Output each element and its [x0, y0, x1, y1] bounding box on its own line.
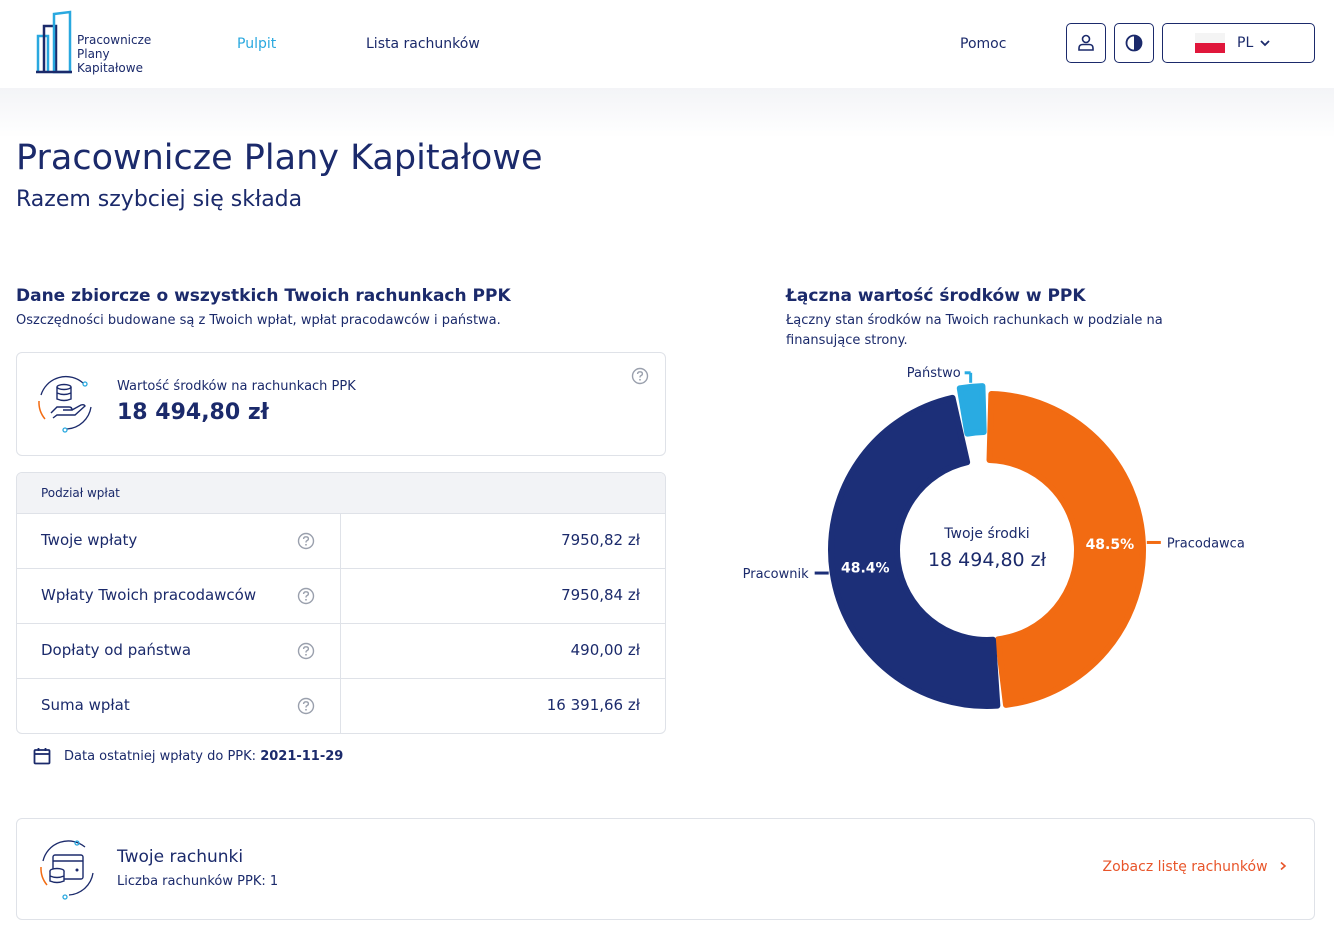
row-name: Suma wpłat	[41, 696, 130, 714]
top-bar: Pracownicze Plany Kapitałowe Pulpit List…	[0, 0, 1334, 88]
column-divider	[340, 514, 341, 568]
calendar-icon	[33, 748, 51, 765]
donut-slice-pracownik[interactable]	[828, 394, 1001, 709]
language-select[interactable]: PL	[1162, 23, 1315, 63]
column-divider	[340, 679, 341, 733]
table-row: Wpłaty Twoich pracodawców 7950,84 zł	[17, 569, 665, 624]
logo-line: Pracownicze	[77, 33, 152, 47]
chevron-down-icon	[1260, 40, 1270, 47]
row-name: Wpłaty Twoich pracodawców	[41, 586, 257, 604]
ppk-logo-icon[interactable]	[34, 10, 164, 76]
last-payment-date: 2021-11-29	[260, 748, 344, 764]
contrast-icon	[1125, 34, 1143, 52]
row-name: Twoje wpłaty	[41, 531, 138, 549]
chevron-right-icon	[1280, 861, 1287, 871]
chart-heading: Łączna wartość środków w PPK	[786, 286, 1086, 306]
nav-help[interactable]: Pomoc	[960, 36, 1007, 52]
nav-lista-rachunkow[interactable]: Lista rachunków	[366, 36, 480, 52]
profile-button[interactable]	[1066, 23, 1106, 63]
slice-name-label: Pracownik	[743, 567, 810, 582]
donut-center-value: 18 494,80 zł	[928, 549, 1047, 571]
summary-heading: Dane zbiorcze o wszystkich Twoich rachun…	[16, 286, 511, 306]
slice-name-label: Państwo	[907, 366, 961, 381]
row-name: Dopłaty od państwa	[41, 641, 192, 659]
contrast-button[interactable]	[1114, 23, 1154, 63]
language-label: PL	[1237, 35, 1254, 51]
summary-description: Oszczędności budowane są z Twoich wpłat,…	[16, 313, 501, 328]
page-title: Pracownicze Plany Kapitałowe	[16, 138, 543, 178]
table-row: Dopłaty od państwa 490,00 zł	[17, 624, 665, 679]
logo-line: Plany	[77, 47, 110, 61]
last-payment-label: Data ostatniej wpłaty do PPK:	[64, 748, 257, 764]
view-accounts-link[interactable]: Zobacz listę rachunków	[1103, 859, 1288, 875]
slice-name-label: Pracodawca	[1167, 536, 1245, 551]
row-amount: 7950,82 zł	[561, 531, 640, 549]
wallet-coins-icon	[40, 840, 94, 900]
view-accounts-label: Zobacz listę rachunków	[1102, 859, 1268, 875]
chart-description-line: finansujące strony.	[786, 333, 908, 348]
donut-slice-pracodawca[interactable]	[986, 391, 1146, 708]
help-icon[interactable]	[297, 532, 315, 550]
total-value-card: Wartość środków na rachunkach PPK 18 494…	[16, 352, 666, 456]
help-icon[interactable]	[297, 697, 315, 715]
chart-description: Łączny stan środków na Twoich rachunkach…	[786, 311, 1163, 351]
slice-percent-label: 48.4%	[841, 561, 890, 577]
table-header: Podział wpłat	[17, 473, 665, 514]
coins-hand-icon	[38, 375, 92, 433]
help-icon[interactable]	[297, 642, 315, 660]
table-row: Suma wpłat 16 391,66 zł	[17, 679, 665, 733]
logo-line: Kapitałowe	[77, 61, 143, 75]
row-amount: 490,00 zł	[570, 641, 640, 659]
user-icon	[1078, 34, 1094, 51]
slice-percent-label: 48.5%	[1086, 537, 1135, 553]
accounts-card: Twoje rachunki Liczba rachunków PPK: 1 Z…	[16, 818, 1315, 920]
header-shadow-band	[0, 88, 1334, 138]
last-payment-info: Data ostatniej wpłaty do PPK: 2021-11-29	[32, 746, 343, 766]
accounts-title: Twoje rachunki	[117, 847, 244, 867]
column-divider	[340, 624, 341, 678]
poland-flag-icon	[1195, 33, 1225, 53]
help-icon[interactable]	[631, 367, 649, 385]
column-divider	[340, 569, 341, 623]
row-amount: 7950,84 zł	[561, 586, 640, 604]
donut-slice-państwo[interactable]	[956, 383, 987, 437]
logo-text: Pracownicze Plany Kapitałowe	[77, 33, 151, 75]
donut-center-label: Twoje środki	[943, 526, 1029, 542]
page-subtitle: Razem szybciej się składa	[16, 187, 303, 212]
help-icon[interactable]	[297, 587, 315, 605]
nav-pulpit[interactable]: Pulpit	[237, 36, 277, 52]
table-row: Twoje wpłaty 7950,82 zł	[17, 514, 665, 569]
funds-donut-chart: 48.5% Pracodawca 48.4% Pracownik Państwo Twoj…	[743, 366, 1245, 709]
chart-description-line: Łączny stan środków na Twoich rachunkach…	[786, 313, 1163, 328]
contributions-table: Podział wpłat Twoje wpłaty 7950,82 zł Wp…	[16, 472, 666, 734]
row-amount: 16 391,66 zł	[546, 696, 640, 714]
accounts-count: Liczba rachunków PPK: 1	[117, 874, 279, 889]
total-value-amount: 18 494,80 zł	[117, 400, 269, 425]
total-value-label: Wartość środków na rachunkach PPK	[117, 379, 356, 394]
